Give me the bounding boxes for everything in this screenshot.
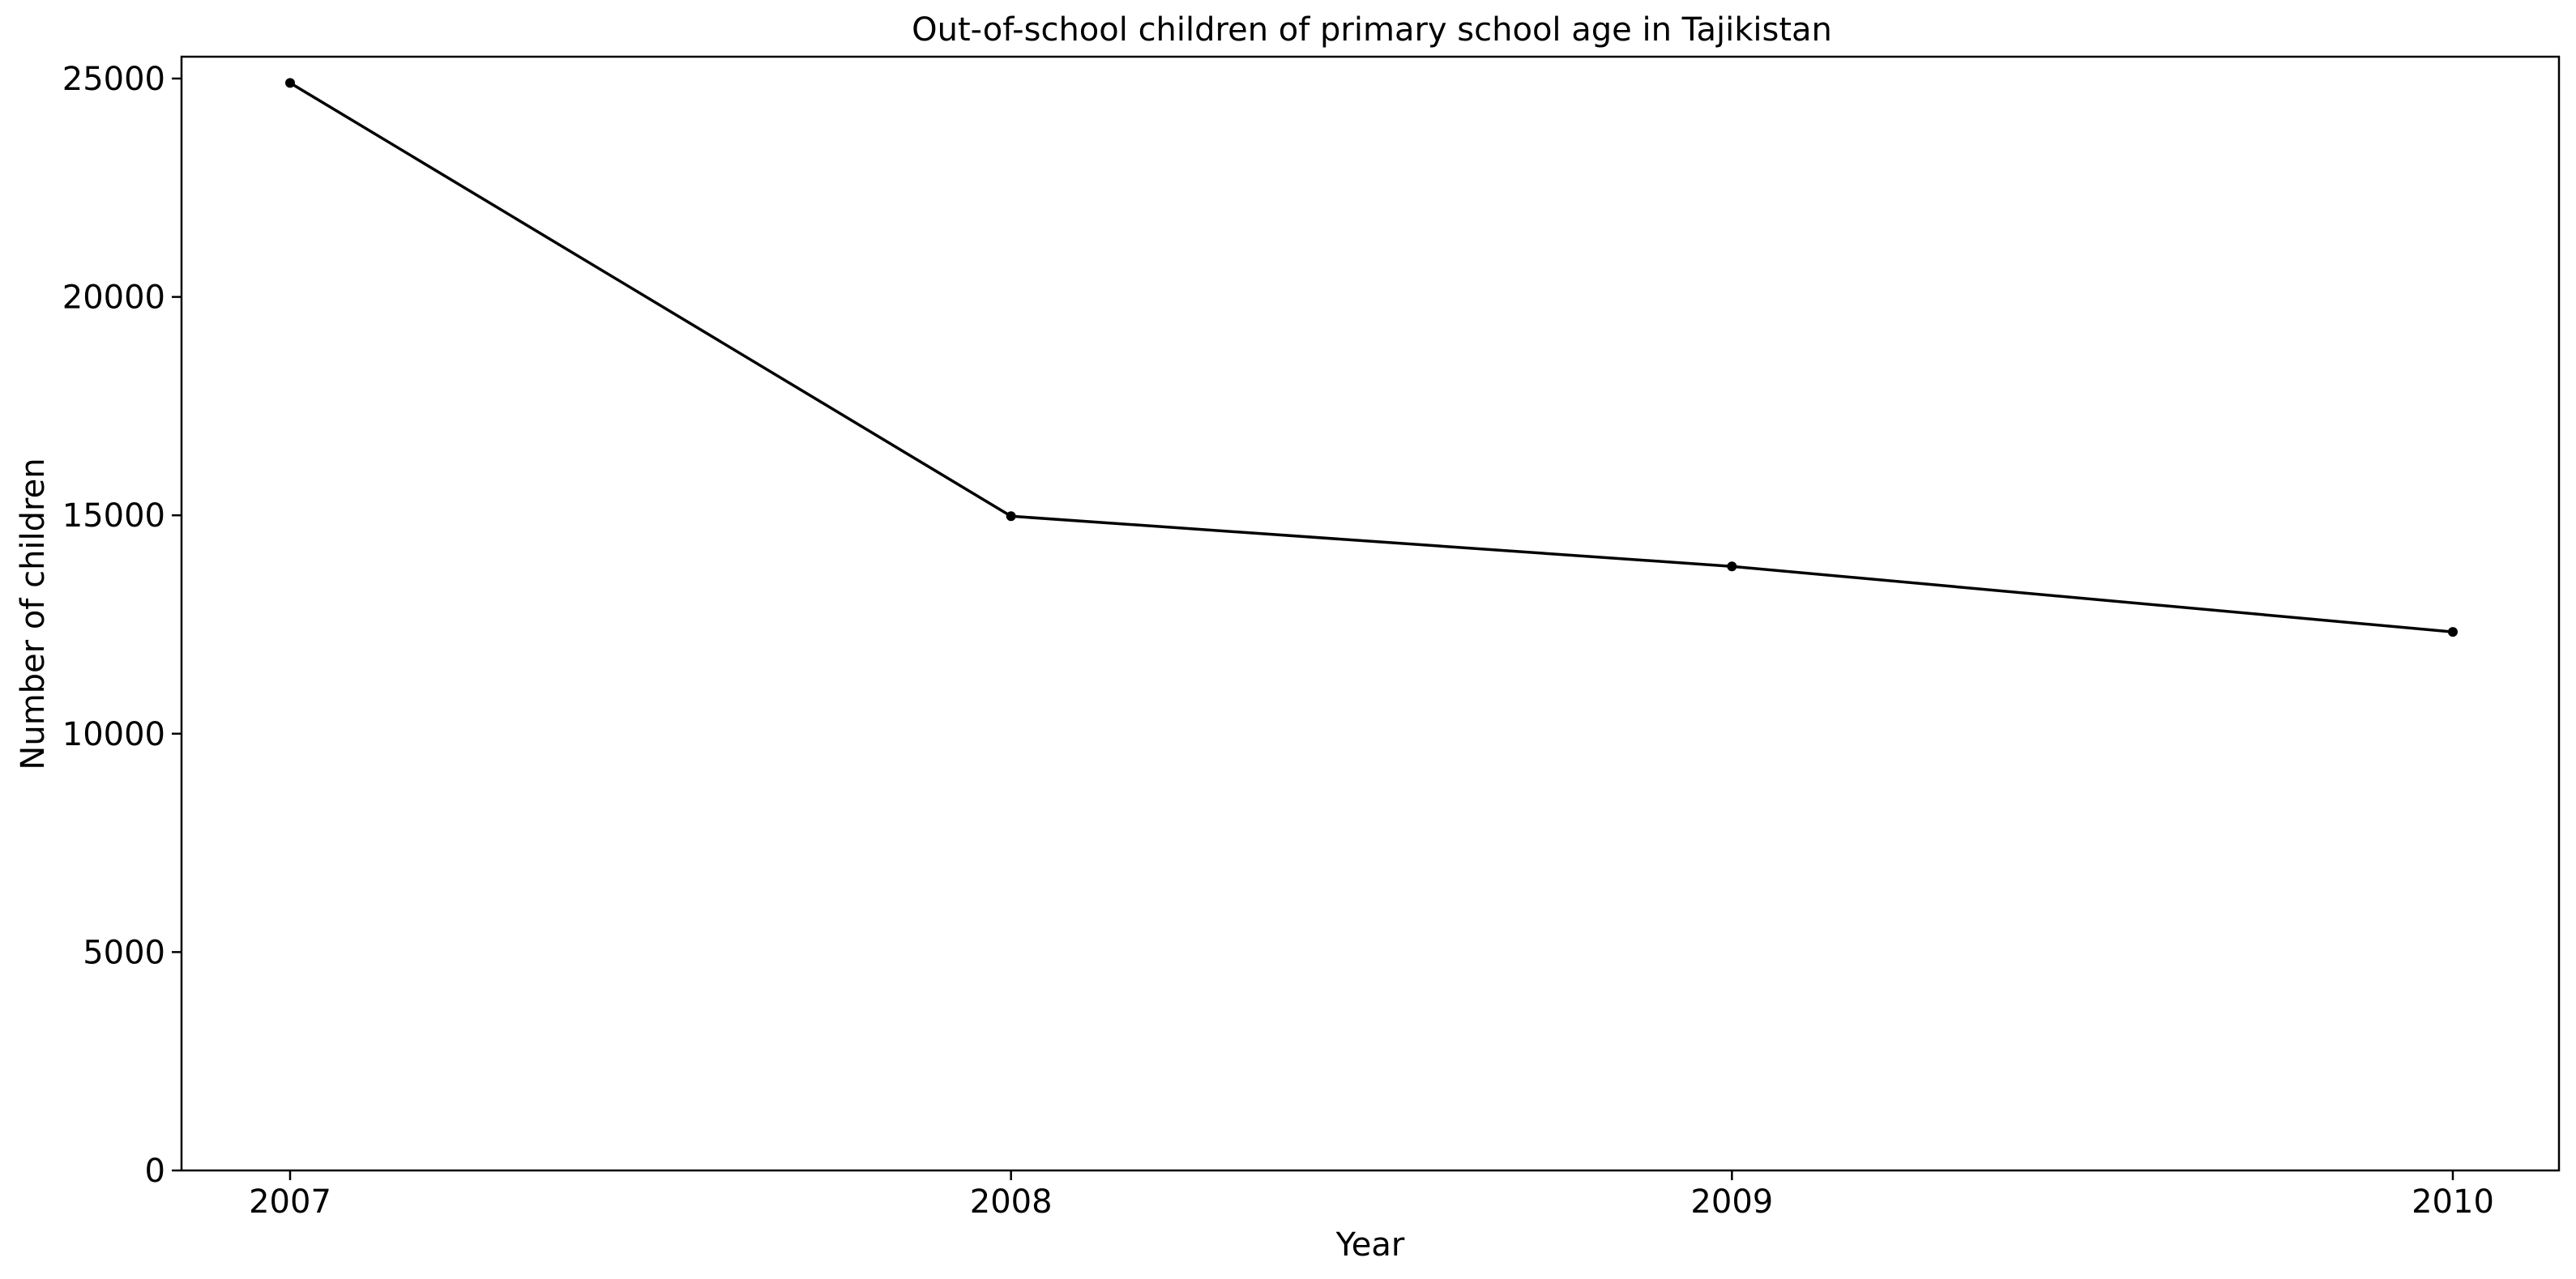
x-tick-label: 2008 bbox=[970, 1183, 1053, 1221]
y-tick-label: 10000 bbox=[62, 716, 165, 753]
y-tick-label: 0 bbox=[145, 1153, 165, 1190]
x-axis-label: Year bbox=[1335, 1226, 1405, 1264]
x-axis: 2007 2008 2009 2010 bbox=[249, 1170, 2494, 1221]
y-tick-label: 15000 bbox=[62, 497, 165, 535]
y-tick-label: 5000 bbox=[83, 934, 165, 971]
y-tick-label: 20000 bbox=[62, 279, 165, 317]
y-axis-label: Number of children bbox=[15, 458, 52, 770]
x-tick-label: 2010 bbox=[2412, 1183, 2494, 1221]
data-point bbox=[285, 78, 295, 88]
plot-area bbox=[180, 55, 2561, 1172]
y-tick-label: 25000 bbox=[62, 61, 165, 98]
y-axis: 0 5000 10000 15000 20000 25000 bbox=[62, 61, 182, 1190]
chart-title: Out-of-school children of primary school… bbox=[912, 11, 1832, 49]
series-line bbox=[289, 81, 2454, 633]
x-tick-label: 2007 bbox=[249, 1183, 331, 1221]
data-point bbox=[1006, 511, 1016, 522]
x-tick-label: 2009 bbox=[1690, 1183, 1773, 1221]
data-point bbox=[2448, 627, 2458, 637]
series-layer bbox=[285, 78, 2458, 637]
data-point bbox=[1727, 561, 1737, 572]
